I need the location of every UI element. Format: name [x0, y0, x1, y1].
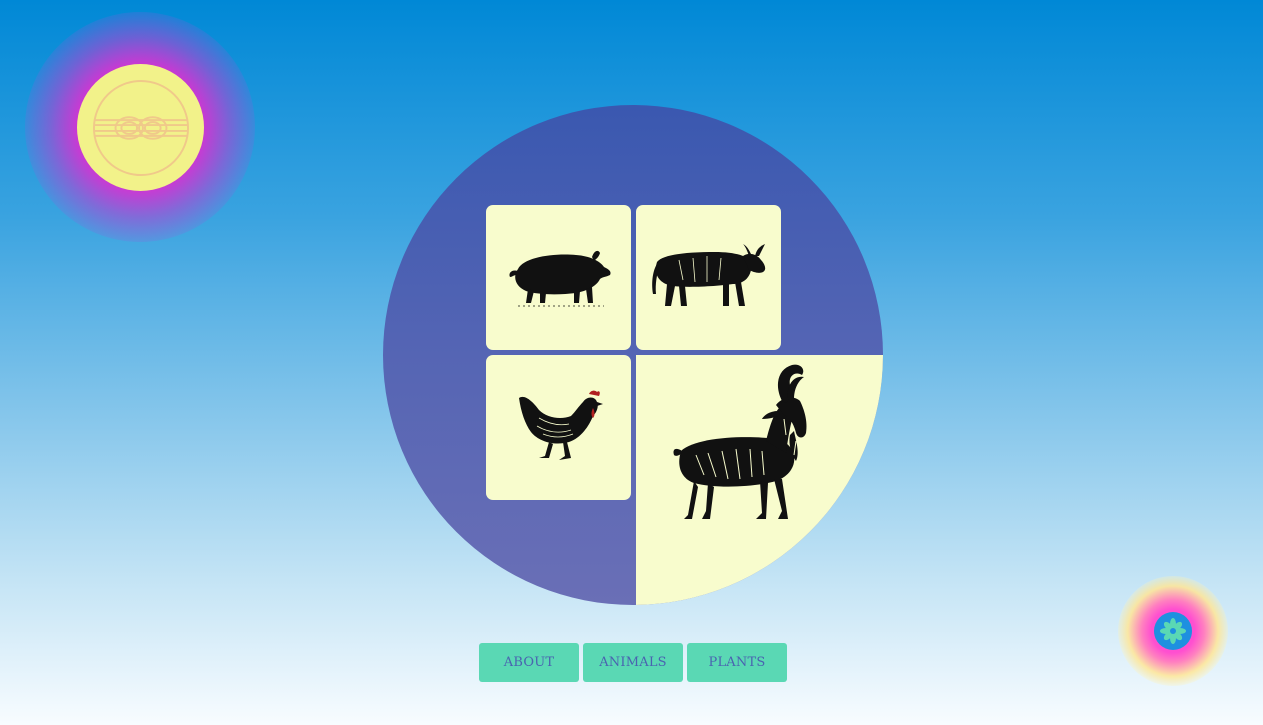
logo-button[interactable]	[77, 64, 204, 191]
pig-tile[interactable]	[486, 205, 631, 350]
chicken-icon	[518, 390, 603, 460]
knot-icon	[92, 79, 189, 176]
flower-icon	[1160, 618, 1186, 644]
cow-icon	[651, 243, 765, 306]
goat-icon	[673, 364, 807, 519]
animal-disc	[383, 105, 883, 605]
pig-icon	[508, 250, 611, 306]
goat-panel[interactable]	[636, 355, 883, 605]
chicken-tile[interactable]	[486, 355, 631, 500]
about-button[interactable]: ABOUT	[479, 643, 579, 682]
main-nav: ABOUT ANIMALS PLANTS	[479, 643, 787, 682]
animals-button[interactable]: ANIMALS	[583, 643, 683, 682]
plants-button[interactable]: PLANTS	[687, 643, 787, 682]
cow-tile[interactable]	[636, 205, 781, 350]
flower-badge-button[interactable]	[1154, 612, 1192, 650]
